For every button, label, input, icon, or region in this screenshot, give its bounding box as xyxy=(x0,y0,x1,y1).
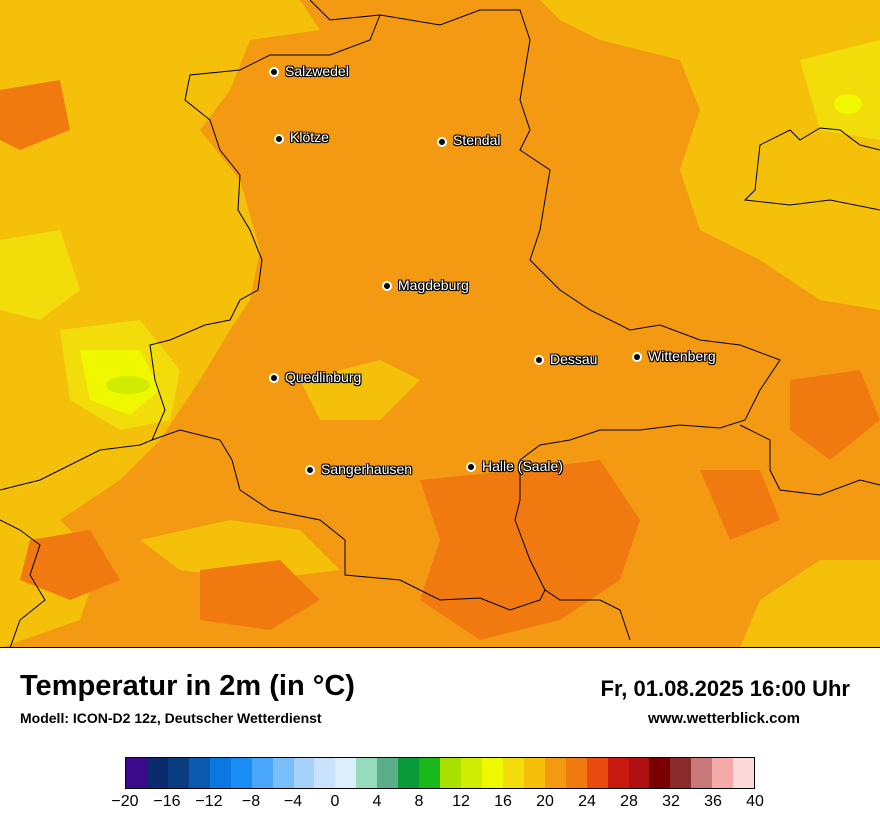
legend-tick-label: −4 xyxy=(283,793,303,810)
legend-tick-label: 0 xyxy=(330,793,340,810)
city-marker-icon xyxy=(534,355,544,365)
legend-swatch xyxy=(565,758,587,788)
legend-swatch xyxy=(335,758,357,788)
legend-swatch xyxy=(481,758,503,788)
legend-tick-label: −16 xyxy=(153,793,181,810)
legend-swatch xyxy=(167,758,189,788)
city-label: Sangerhausen xyxy=(321,461,413,477)
city-label: Wittenberg xyxy=(648,348,716,364)
legend-swatch xyxy=(440,758,461,788)
legend-swatch xyxy=(544,758,566,788)
city-marker-icon xyxy=(437,137,447,147)
city-label: Magdeburg xyxy=(398,277,469,293)
legend-tick-label: −8 xyxy=(241,793,261,810)
legend-swatch xyxy=(649,758,671,788)
legend-swatch xyxy=(126,758,147,788)
legend-swatch xyxy=(146,758,168,788)
map-footer: Temperatur in 2m (in °C) Modell: ICON-D2… xyxy=(0,648,880,830)
city-label: Salzwedel xyxy=(285,63,349,79)
legend-swatch xyxy=(209,758,231,788)
legend-swatch xyxy=(293,758,315,788)
legend-swatch xyxy=(272,758,294,788)
city-marker-icon xyxy=(274,134,284,144)
legend-tick-label: 28 xyxy=(620,793,638,810)
legend-tick-label: 8 xyxy=(414,793,424,810)
legend-swatch xyxy=(188,758,210,788)
city-marker-icon xyxy=(305,465,315,475)
city-label: Dessau xyxy=(550,351,598,367)
legend-swatch xyxy=(419,758,441,788)
city-label: Stendal xyxy=(453,132,501,148)
legend-swatch xyxy=(461,758,482,788)
legend-swatch xyxy=(607,758,629,788)
temperature-map xyxy=(0,0,880,648)
city-marker-icon xyxy=(632,352,642,362)
legend-swatch xyxy=(523,758,545,788)
legend-swatch xyxy=(733,758,755,788)
color-legend xyxy=(125,757,755,789)
legend-swatch xyxy=(314,758,336,788)
website-credit: www.wetterblick.com xyxy=(648,710,800,727)
legend-tick-label: 16 xyxy=(494,793,512,810)
legend-tick-label: 40 xyxy=(746,793,764,810)
legend-swatch xyxy=(398,758,420,788)
legend-swatch xyxy=(502,758,524,788)
legend-tick-label: 32 xyxy=(662,793,680,810)
city-label: Klötze xyxy=(290,129,329,145)
legend-tick-label: −12 xyxy=(195,793,223,810)
legend-tick-label: 4 xyxy=(372,793,382,810)
legend-tick-label: 24 xyxy=(578,793,596,810)
city-label: Halle (Saale) xyxy=(482,458,563,474)
legend-swatch xyxy=(251,758,273,788)
legend-swatch xyxy=(377,758,399,788)
legend-ticks: −20 −16 −12 −8 −4 0 4 8 12 16 20 24 28 32 36 40 xyxy=(0,793,880,817)
legend-swatch xyxy=(356,758,378,788)
legend-tick-label: 20 xyxy=(536,793,554,810)
city-marker-icon xyxy=(269,67,279,77)
valid-datetime: Fr, 01.08.2025 16:00 Uhr xyxy=(600,676,851,701)
map-title: Temperatur in 2m (in °C) xyxy=(20,670,355,702)
city-marker-icon xyxy=(269,373,279,383)
legend-tick-label: 36 xyxy=(704,793,722,810)
legend-tick-label: 12 xyxy=(452,793,470,810)
city-marker-icon xyxy=(382,281,392,291)
legend-swatch xyxy=(628,758,650,788)
temperature-field xyxy=(0,0,880,647)
legend-swatch xyxy=(586,758,608,788)
legend-tick-label: −20 xyxy=(111,793,139,810)
city-label: Quedlinburg xyxy=(285,369,362,385)
legend-swatch xyxy=(670,758,692,788)
legend-swatch xyxy=(712,758,734,788)
legend-swatch xyxy=(691,758,713,788)
legend-swatch xyxy=(230,758,252,788)
model-source: Modell: ICON-D2 12z, Deutscher Wetterdie… xyxy=(20,710,322,726)
city-marker-icon xyxy=(466,462,476,472)
